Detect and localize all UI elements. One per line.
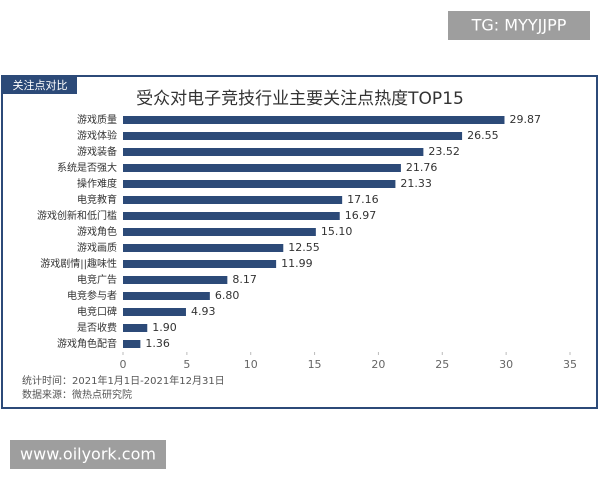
y-tick-label: 是否收费 [77, 321, 117, 334]
bar [123, 340, 141, 348]
value-label: 16.97 [345, 209, 377, 222]
watermark-box [10, 440, 166, 469]
y-tick-label: 游戏装备 [77, 145, 117, 158]
bar [123, 228, 316, 236]
value-label: 6.80 [215, 289, 240, 302]
y-tick-label: 游戏体验 [77, 129, 117, 142]
value-label: 1.90 [152, 321, 177, 334]
bar [123, 164, 401, 172]
value-label: 17.16 [347, 193, 379, 206]
y-tick-label: 游戏画质 [77, 241, 117, 254]
y-tick-label: 游戏质量 [77, 113, 117, 126]
value-label: 26.55 [467, 129, 499, 142]
watermark-box [448, 11, 590, 40]
watermark-top: TG: MYYJJPP [471, 16, 567, 35]
note: 数据来源：微热点研究院 [22, 388, 132, 401]
x-tick-label: 0 [120, 358, 127, 371]
x-tick-label: 10 [244, 358, 258, 371]
bar [123, 212, 340, 220]
bar [123, 132, 463, 140]
x-tick-label: 20 [371, 358, 385, 371]
note: 统计时间：2021年1月1日-2021年12月31日 [22, 374, 225, 387]
value-label: 15.10 [321, 225, 353, 238]
y-tick-label: 操作难度 [77, 177, 117, 190]
value-label: 8.17 [232, 273, 257, 286]
value-label: 1.36 [145, 337, 170, 350]
value-label: 4.93 [191, 305, 216, 318]
value-label: 12.55 [288, 241, 320, 254]
y-tick-label: 游戏创新和低门槛 [37, 209, 117, 222]
bar [123, 180, 396, 188]
chart-tag: 关注点对比 [13, 78, 68, 92]
y-tick-label: 电竞教育 [77, 193, 117, 206]
value-label: 21.33 [400, 177, 432, 190]
tag-box [3, 77, 77, 94]
x-tick-label: 25 [435, 358, 449, 371]
bar [123, 308, 186, 316]
value-label: 21.76 [406, 161, 438, 174]
bar [123, 148, 424, 156]
y-tick-label: 电竞参与者 [67, 289, 117, 302]
value-label: 23.52 [428, 145, 460, 158]
value-label: 11.99 [281, 257, 313, 270]
y-tick-label: 游戏角色 [77, 225, 117, 238]
value-label: 29.87 [509, 113, 540, 126]
chart-panel [1, 75, 598, 409]
bar [123, 292, 210, 300]
x-tick-label: 30 [499, 358, 513, 371]
bar [123, 276, 228, 284]
watermark-bottom: www.oilyork.com [20, 445, 156, 464]
y-tick-label: 游戏剧情||趣味性 [40, 257, 117, 270]
y-tick-label: 电竞口碑 [77, 305, 117, 318]
chart-title: 受众对电子竞技行业主要关注点热度TOP15 [136, 89, 464, 109]
bar [123, 244, 284, 252]
bar [123, 196, 343, 204]
y-tick-label: 系统是否强大 [57, 161, 117, 174]
x-tick-label: 35 [563, 358, 577, 371]
bar [123, 324, 148, 332]
bar [123, 260, 277, 268]
bar [123, 116, 505, 124]
x-tick-label: 5 [183, 358, 190, 371]
y-tick-label: 电竞广告 [77, 273, 117, 286]
x-tick-label: 15 [308, 358, 322, 371]
y-tick-label: 游戏角色配音 [57, 337, 117, 350]
